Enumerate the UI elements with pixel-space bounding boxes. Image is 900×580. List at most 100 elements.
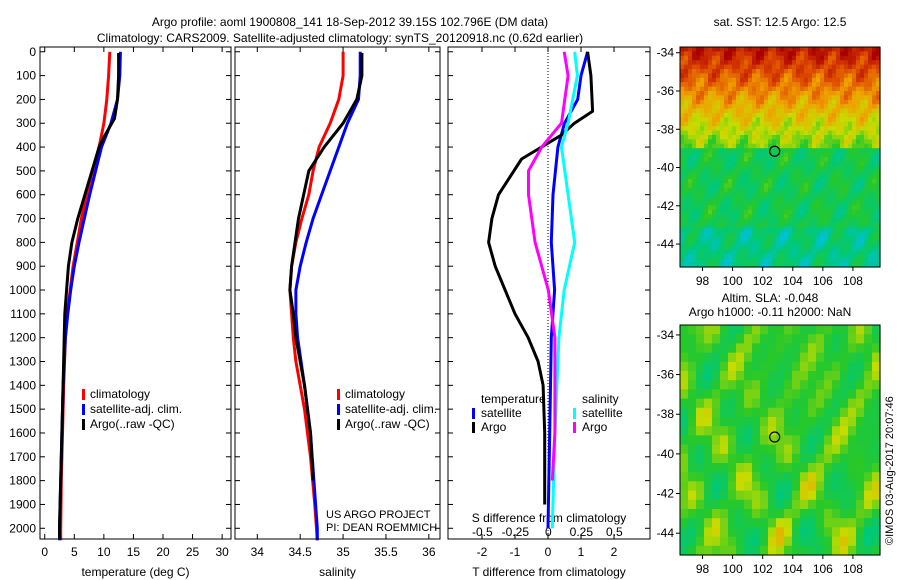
map-cell bbox=[836, 240, 841, 246]
map-cell bbox=[792, 192, 797, 198]
map-cell bbox=[760, 196, 765, 202]
map-cell bbox=[704, 64, 709, 70]
map-cell bbox=[784, 91, 789, 96]
map-cell bbox=[736, 117, 741, 123]
map-cell bbox=[732, 240, 737, 246]
map-cell bbox=[752, 196, 757, 202]
map-cell bbox=[796, 73, 801, 79]
map-cell bbox=[836, 113, 841, 118]
map-cell bbox=[704, 527, 713, 538]
map-cell bbox=[748, 82, 753, 88]
map-cell bbox=[800, 545, 809, 556]
map-cell bbox=[792, 47, 797, 52]
map-cell bbox=[728, 143, 733, 149]
map-cell bbox=[812, 108, 817, 114]
map-cell bbox=[724, 196, 729, 202]
map-cell bbox=[828, 82, 833, 88]
map-cell bbox=[840, 527, 849, 538]
map-cell bbox=[684, 170, 689, 176]
map-cell bbox=[780, 192, 785, 198]
map-cell bbox=[720, 209, 725, 215]
map-cell bbox=[732, 55, 737, 61]
map-cell bbox=[728, 165, 733, 171]
map-cell bbox=[752, 73, 757, 79]
map-cell bbox=[704, 179, 709, 184]
map-cell bbox=[848, 453, 857, 464]
map-cell bbox=[736, 536, 745, 547]
map-cell bbox=[824, 179, 829, 184]
map-cell bbox=[772, 174, 777, 180]
map-cell bbox=[720, 165, 725, 171]
map-cell bbox=[760, 253, 765, 259]
map-cell bbox=[760, 157, 765, 162]
map-cell bbox=[768, 201, 773, 206]
map-cell bbox=[824, 417, 833, 427]
map-cell bbox=[804, 139, 809, 145]
map-cell bbox=[812, 143, 817, 149]
map-cell bbox=[872, 174, 877, 180]
map-cell bbox=[728, 407, 737, 418]
map-cell bbox=[716, 143, 721, 149]
map-cell bbox=[780, 236, 785, 242]
map-cell bbox=[736, 165, 741, 171]
map-cell bbox=[812, 209, 817, 215]
map-cell bbox=[708, 201, 713, 206]
map-cell bbox=[800, 165, 805, 171]
map-cell bbox=[780, 174, 785, 180]
map-cell bbox=[784, 174, 789, 180]
map-cell bbox=[864, 130, 869, 136]
map-cell bbox=[784, 536, 793, 547]
map-cell bbox=[796, 236, 801, 242]
map-cell bbox=[760, 174, 765, 180]
map-cell bbox=[688, 170, 693, 176]
map-cell bbox=[860, 174, 865, 180]
map-cell bbox=[832, 139, 837, 145]
map-cell bbox=[796, 51, 801, 57]
map-cell bbox=[688, 352, 697, 363]
map-cell bbox=[680, 490, 689, 501]
map-cell bbox=[700, 108, 705, 114]
map-cell bbox=[712, 380, 721, 390]
map-cell bbox=[856, 51, 861, 57]
map-cell bbox=[728, 240, 733, 246]
map-cell bbox=[732, 64, 737, 70]
map-cell bbox=[752, 463, 761, 473]
map-cell bbox=[776, 253, 781, 259]
map-cell bbox=[712, 126, 717, 132]
map-cell bbox=[728, 453, 737, 464]
map-cell bbox=[840, 218, 845, 224]
map-cell bbox=[684, 77, 689, 83]
map-cell bbox=[680, 398, 689, 409]
map-cell bbox=[844, 86, 849, 92]
map-cell bbox=[740, 99, 745, 105]
map-cell bbox=[684, 73, 689, 79]
map-cell bbox=[704, 253, 709, 259]
map-cell bbox=[736, 108, 741, 114]
map-cell bbox=[864, 258, 869, 264]
map-cell bbox=[744, 170, 749, 176]
map-cell bbox=[812, 240, 817, 246]
map-cell bbox=[724, 143, 729, 149]
map-cell bbox=[828, 77, 833, 83]
map-cell bbox=[780, 148, 785, 154]
map-cell bbox=[712, 82, 717, 88]
map-cell bbox=[828, 258, 833, 264]
map-cell bbox=[804, 183, 809, 189]
map-cell bbox=[864, 509, 873, 519]
map-cell bbox=[792, 240, 797, 246]
map-cell bbox=[736, 258, 741, 264]
map-cell bbox=[832, 157, 837, 162]
map-cell bbox=[776, 51, 781, 57]
map-cell bbox=[844, 258, 849, 264]
map-cell bbox=[860, 161, 865, 167]
map-cell bbox=[764, 196, 769, 202]
map-cell bbox=[820, 91, 825, 96]
map-cell bbox=[728, 161, 733, 167]
map-cell bbox=[824, 236, 829, 242]
map-cell bbox=[772, 249, 777, 255]
map-cell bbox=[692, 209, 697, 215]
map-cell bbox=[876, 73, 881, 79]
map-cell bbox=[736, 161, 741, 167]
map-cell bbox=[684, 143, 689, 149]
